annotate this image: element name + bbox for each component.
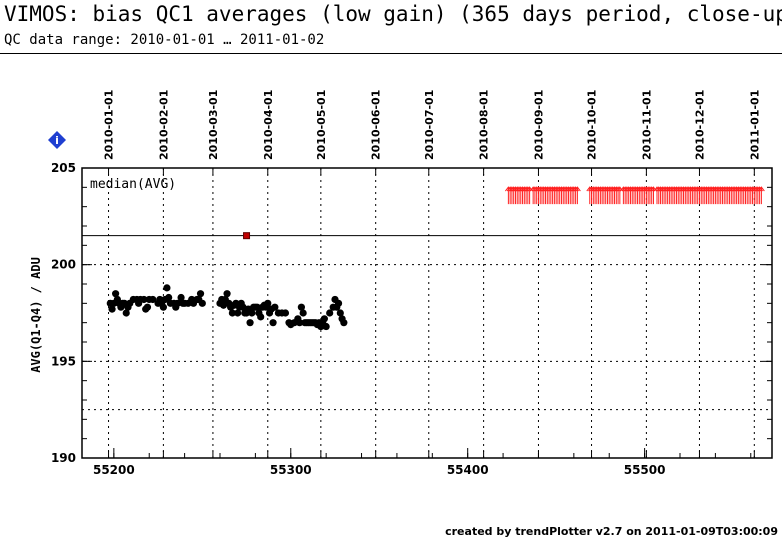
- page-title: VIMOS: bias QC1 averages (low gain) (365…: [4, 2, 782, 26]
- data-point: [264, 299, 272, 307]
- data-point: [269, 319, 277, 327]
- x-tick-label: 55500: [624, 463, 666, 477]
- title-divider: [0, 53, 782, 54]
- top-date-tick-label: 2010-05-01: [315, 90, 328, 160]
- data-point: [326, 309, 334, 317]
- data-point: [177, 293, 185, 302]
- outlier-point: [243, 232, 251, 240]
- excluded-arrow: [757, 186, 765, 205]
- data-point: [149, 295, 157, 304]
- info-icon-diamond: [48, 131, 66, 149]
- excluded-arrow: [573, 186, 581, 205]
- top-date-tick-label: 2010-01-01: [103, 90, 116, 160]
- top-date-tick-label: 2010-10-01: [586, 90, 599, 160]
- data-point: [108, 305, 116, 313]
- top-date-tick-label: 2010-09-01: [532, 90, 545, 160]
- chart-grid: [82, 168, 772, 458]
- data-point: [296, 319, 304, 327]
- data-point: [122, 309, 130, 317]
- top-date-tick-label: 2010-07-01: [423, 90, 436, 160]
- data-point: [246, 319, 254, 327]
- top-date-tick-label: 2011-01-01: [748, 90, 761, 160]
- x-tick-label: 55200: [93, 463, 135, 477]
- data-point: [299, 309, 307, 317]
- data-point: [163, 284, 171, 292]
- data-point: [271, 303, 279, 311]
- data-point: [234, 309, 242, 317]
- top-date-tick-label: 2010-03-01: [207, 90, 220, 160]
- data-point: [320, 315, 328, 323]
- data-point: [334, 299, 343, 307]
- data-point: [112, 290, 120, 298]
- y-tick-label: 190: [51, 451, 76, 465]
- data-point: [223, 290, 231, 298]
- data-point: [281, 309, 290, 317]
- page-subtitle: QC data range: 2010-01-01 … 2011-01-02: [4, 32, 325, 48]
- top-date-tick-label: 2010-02-01: [157, 90, 170, 160]
- data-point: [322, 322, 330, 331]
- data-point: [143, 303, 152, 311]
- data-point: [165, 293, 173, 302]
- panel-label: median(AVG): [90, 177, 176, 192]
- x-tick-label: 55300: [270, 463, 312, 477]
- data-point: [248, 309, 256, 317]
- data-point: [336, 309, 344, 317]
- top-date-tick-label: 2010-11-01: [640, 90, 653, 160]
- data-point: [198, 299, 206, 307]
- y-tick-label: 205: [51, 161, 76, 175]
- info-icon[interactable]: i: [48, 131, 66, 149]
- plot-frame: [81, 167, 773, 459]
- data-point: [257, 313, 265, 321]
- data-point: [173, 299, 182, 307]
- y-axis-label: AVG(Q1-Q4) / ADU: [29, 257, 43, 373]
- data-point: [159, 303, 167, 311]
- data-point: [228, 309, 236, 317]
- data-point: [196, 290, 205, 298]
- data-point: [297, 303, 305, 311]
- y-tick-label: 195: [51, 354, 76, 368]
- x-tick-label: 55400: [447, 463, 489, 477]
- data-point: [340, 319, 348, 327]
- info-icon-glyph: i: [55, 134, 59, 147]
- top-date-tick-label: 2010-04-01: [262, 90, 275, 160]
- y-tick-label: 200: [51, 258, 76, 272]
- footer-credit: created by trendPlotter v2.7 on 2011-01-…: [445, 525, 778, 538]
- chart-axes: 2010-01-01 2010-02-01 2010-03-01 2010-04-01…: [51, 90, 773, 477]
- top-date-tick-label: 2010-06-01: [370, 90, 383, 160]
- top-date-tick-label: 2010-12-01: [693, 90, 706, 160]
- data-point: [140, 295, 148, 304]
- top-date-tick-label: 2010-08-01: [478, 90, 491, 160]
- chart-marks: [106, 186, 765, 331]
- data-point: [253, 303, 261, 311]
